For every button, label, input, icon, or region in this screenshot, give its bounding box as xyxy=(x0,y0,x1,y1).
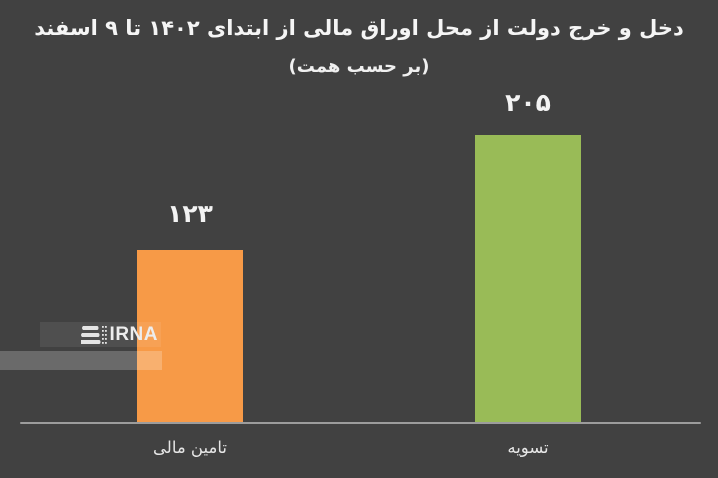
category-label-tasviyeh: تسویه xyxy=(507,438,549,457)
bar-value-label-tasviyeh: ۲۰۵ xyxy=(505,88,551,117)
bar-value-label-tamin-mali: ۱۲۳ xyxy=(167,199,213,228)
irna-pages-icon xyxy=(80,325,107,344)
x-axis-line xyxy=(20,422,701,424)
bar-tasviyeh xyxy=(475,135,581,423)
chart-subtitle: (بر حسب همت) xyxy=(288,56,430,77)
bar-tamin-mali xyxy=(137,250,243,423)
irna-watermark: IRNA xyxy=(40,322,161,347)
chart-title: دخل و خرج دولت از محل اوراق مالی از ابتد… xyxy=(34,16,684,40)
irna-logo-text: IRNA xyxy=(109,324,158,345)
category-label-tamin-mali: تامین مالی xyxy=(153,438,227,457)
watermark-gray-band xyxy=(0,351,162,370)
